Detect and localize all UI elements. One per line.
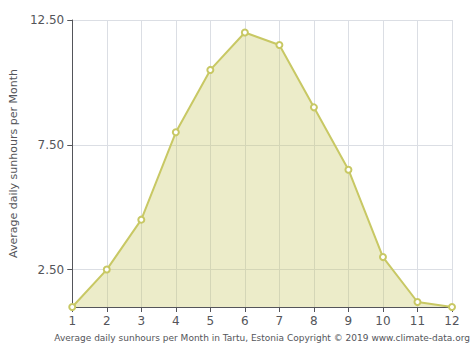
svg-text:8: 8 bbox=[310, 314, 318, 328]
svg-text:Average daily sunhours per Mon: Average daily sunhours per Month in Tart… bbox=[54, 333, 470, 343]
svg-text:12: 12 bbox=[444, 314, 459, 328]
svg-text:1: 1 bbox=[68, 314, 76, 328]
svg-text:2: 2 bbox=[103, 314, 111, 328]
svg-text:4: 4 bbox=[172, 314, 180, 328]
svg-text:12.50: 12.50 bbox=[30, 13, 64, 27]
svg-text:7: 7 bbox=[276, 314, 284, 328]
svg-text:10: 10 bbox=[375, 314, 390, 328]
svg-text:9: 9 bbox=[345, 314, 353, 328]
svg-text:11: 11 bbox=[410, 314, 425, 328]
svg-text:5: 5 bbox=[207, 314, 215, 328]
svg-text:2.50: 2.50 bbox=[38, 263, 65, 277]
svg-text:3: 3 bbox=[137, 314, 145, 328]
svg-text:Average daily sunhours per Mon: Average daily sunhours per Month bbox=[7, 69, 20, 258]
svg-text:7.50: 7.50 bbox=[38, 138, 65, 152]
svg-text:6: 6 bbox=[241, 314, 249, 328]
